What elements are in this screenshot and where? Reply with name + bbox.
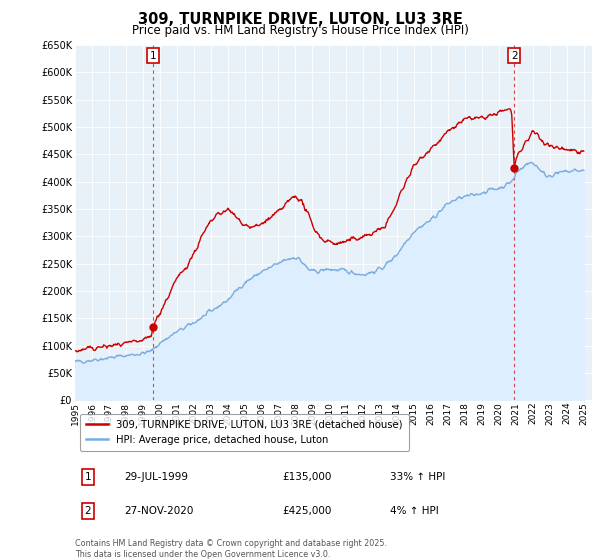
Text: Price paid vs. HM Land Registry's House Price Index (HPI): Price paid vs. HM Land Registry's House …	[131, 24, 469, 36]
Text: 1: 1	[85, 472, 91, 482]
Text: 29-JUL-1999: 29-JUL-1999	[124, 472, 188, 482]
Text: £425,000: £425,000	[282, 506, 331, 516]
Text: 309, TURNPIKE DRIVE, LUTON, LU3 3RE: 309, TURNPIKE DRIVE, LUTON, LU3 3RE	[137, 12, 463, 27]
Text: 2: 2	[511, 51, 518, 60]
Text: £135,000: £135,000	[282, 472, 331, 482]
Text: 4% ↑ HPI: 4% ↑ HPI	[391, 506, 439, 516]
Text: Contains HM Land Registry data © Crown copyright and database right 2025.
This d: Contains HM Land Registry data © Crown c…	[75, 539, 387, 559]
Text: 1: 1	[149, 51, 157, 60]
Text: 27-NOV-2020: 27-NOV-2020	[124, 506, 194, 516]
Text: 33% ↑ HPI: 33% ↑ HPI	[391, 472, 446, 482]
Legend: 309, TURNPIKE DRIVE, LUTON, LU3 3RE (detached house), HPI: Average price, detach: 309, TURNPIKE DRIVE, LUTON, LU3 3RE (det…	[80, 414, 409, 451]
Text: 2: 2	[85, 506, 91, 516]
